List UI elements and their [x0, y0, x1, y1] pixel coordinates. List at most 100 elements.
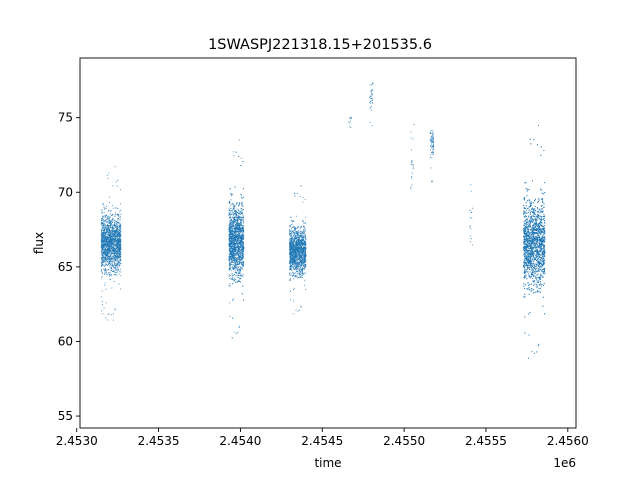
data-point	[238, 229, 240, 231]
data-point	[107, 226, 109, 228]
data-point	[296, 242, 298, 244]
data-point	[107, 238, 109, 240]
data-point	[101, 232, 103, 234]
data-point	[111, 249, 113, 251]
data-point	[112, 236, 114, 238]
data-point	[233, 244, 235, 246]
data-point	[114, 262, 116, 264]
data-point	[103, 229, 105, 231]
data-point	[105, 241, 107, 243]
data-point	[238, 240, 240, 242]
data-point	[108, 237, 110, 239]
data-point	[243, 236, 245, 238]
data-point	[106, 254, 108, 256]
data-point	[295, 261, 297, 263]
data-point	[234, 236, 236, 238]
data-point	[105, 302, 107, 304]
data-point	[292, 271, 294, 273]
data-point	[102, 255, 104, 257]
data-point	[229, 265, 231, 267]
data-point	[110, 244, 112, 246]
data-point	[241, 263, 243, 265]
data-point	[111, 246, 113, 248]
data-point	[115, 236, 117, 237]
data-point	[117, 222, 119, 224]
data-point	[112, 228, 114, 230]
data-point	[235, 246, 237, 248]
data-point	[293, 272, 295, 274]
data-point	[234, 331, 236, 333]
data-point	[232, 256, 234, 258]
data-point	[119, 233, 121, 235]
data-point	[297, 236, 299, 238]
data-point	[110, 225, 112, 227]
data-point	[237, 251, 239, 253]
data-point	[290, 240, 292, 242]
data-point	[119, 223, 121, 225]
data-point	[234, 253, 236, 255]
data-point	[119, 264, 121, 266]
data-point	[116, 231, 118, 233]
data-point	[232, 317, 234, 319]
data-point	[231, 241, 233, 243]
data-point	[108, 245, 110, 247]
data-point	[242, 230, 244, 232]
data-point	[101, 209, 103, 211]
data-point	[297, 270, 299, 272]
data-point	[228, 243, 230, 245]
data-point	[291, 237, 293, 239]
data-point	[116, 227, 118, 229]
data-point	[110, 232, 112, 234]
data-point	[229, 285, 231, 287]
data-point	[235, 258, 237, 260]
data-point	[233, 266, 235, 268]
data-point	[294, 247, 296, 249]
data-point	[293, 239, 295, 241]
data-point	[292, 240, 294, 242]
data-point	[110, 251, 112, 253]
data-point	[232, 278, 234, 280]
data-point	[109, 222, 111, 224]
data-point	[112, 245, 114, 247]
data-point	[109, 275, 110, 277]
data-point	[116, 274, 118, 276]
data-point	[238, 232, 240, 234]
data-point	[290, 279, 292, 281]
data-point	[235, 223, 237, 225]
data-point	[104, 244, 106, 246]
data-point	[230, 262, 232, 264]
data-point	[234, 228, 236, 230]
data-point	[289, 225, 291, 227]
data-point	[236, 231, 238, 233]
data-point	[114, 256, 116, 258]
data-point	[114, 230, 116, 232]
data-point	[104, 208, 106, 210]
data-point	[233, 223, 235, 225]
data-point	[102, 257, 104, 259]
data-point	[241, 249, 243, 251]
data-point	[290, 272, 292, 274]
data-point	[298, 237, 300, 239]
data-point	[298, 229, 300, 231]
data-point	[303, 231, 305, 233]
data-point	[102, 216, 104, 218]
data-point	[241, 224, 243, 226]
data-point	[231, 255, 233, 257]
data-point	[242, 256, 244, 258]
data-point	[101, 212, 103, 214]
data-point	[117, 263, 119, 265]
data-point	[237, 225, 239, 227]
data-point	[298, 265, 300, 267]
data-point	[233, 260, 235, 262]
data-point	[289, 278, 291, 280]
data-point	[109, 274, 111, 276]
data-point	[107, 256, 109, 258]
data-point	[111, 270, 113, 272]
data-point	[293, 237, 295, 239]
data-point	[237, 257, 239, 259]
data-point	[110, 249, 112, 251]
data-point	[118, 257, 120, 259]
data-point	[238, 235, 240, 236]
data-point	[295, 231, 297, 233]
data-point	[233, 208, 235, 210]
